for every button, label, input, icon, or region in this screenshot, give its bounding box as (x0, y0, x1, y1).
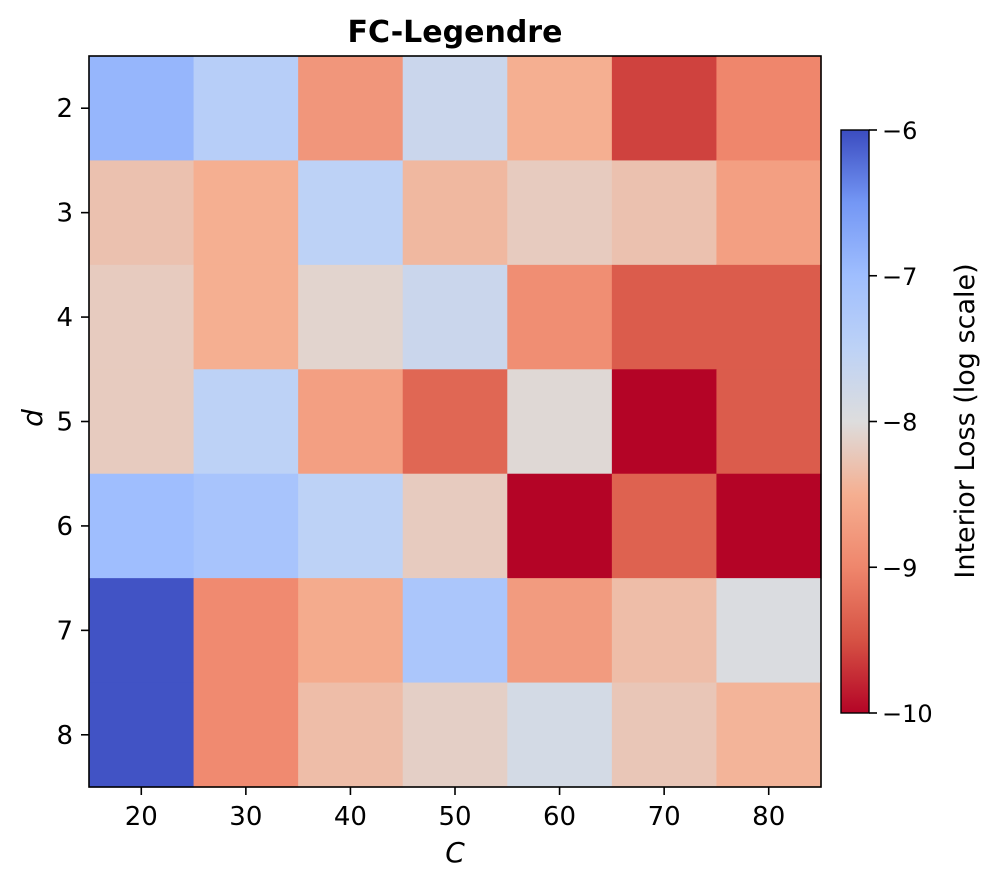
heatmap-cell (716, 682, 822, 788)
heatmap-cell (298, 160, 404, 266)
heatmap-cell (716, 264, 822, 370)
heatmap-cell (507, 682, 613, 788)
y-axis-label: d (16, 409, 49, 427)
heatmap-cell (402, 56, 508, 162)
x-tick-label: 30 (229, 802, 262, 832)
x-tick-label: 80 (752, 802, 785, 832)
colorbar-tick-label: −6 (882, 117, 917, 145)
heatmap-cell (716, 473, 822, 579)
heatmap-cell (507, 264, 613, 370)
heatmap-cell (89, 578, 195, 684)
heatmap-cell (89, 369, 195, 475)
heatmap-cell (89, 473, 195, 579)
x-axis-ticks: 20 30 40 50 60 70 80 (125, 787, 785, 832)
x-tick-label: 40 (334, 802, 367, 832)
heatmap-cell (193, 369, 299, 475)
y-tick-label: 4 (56, 303, 73, 333)
y-tick-label: 7 (56, 616, 73, 646)
heatmap-cell (402, 578, 508, 684)
heatmap-cell (716, 56, 822, 162)
heatmap-cell (611, 682, 718, 788)
y-tick-label: 8 (56, 721, 73, 751)
heatmap-cell (193, 473, 299, 579)
y-tick-label: 5 (56, 408, 73, 438)
heatmap-cell (611, 369, 718, 475)
heatmap-cell (193, 578, 299, 684)
heatmap-cell (298, 56, 404, 162)
heatmap-cell (89, 264, 195, 370)
heatmap-cell (402, 369, 508, 475)
heatmap-cell (507, 369, 613, 475)
colorbar-tick-label: −9 (882, 554, 917, 582)
heatmap-cell (611, 160, 718, 266)
y-tick-label: 3 (56, 199, 73, 229)
heatmap-cells (89, 56, 822, 788)
y-tick-label: 6 (56, 512, 73, 542)
colorbar-label: Interior Loss (log scale) (950, 263, 981, 578)
heatmap-cell (298, 264, 404, 370)
colorbar-tick-label: −7 (882, 263, 917, 291)
heatmap-cell (507, 56, 613, 162)
heatmap-cell (89, 160, 195, 266)
x-tick-label: 60 (543, 802, 576, 832)
heatmap-cell (402, 473, 508, 579)
heatmap-cell (193, 264, 299, 370)
heatmap-cell (611, 473, 718, 579)
x-tick-label: 70 (648, 802, 681, 832)
heatmap-cell (716, 369, 822, 475)
heatmap-cell (298, 369, 404, 475)
heatmap-cell (298, 682, 404, 788)
heatmap-cell (402, 160, 508, 266)
heatmap-cell (402, 682, 508, 788)
x-axis-label: C (445, 836, 465, 869)
colorbar-tick-label: −10 (882, 700, 933, 728)
chart-title: FC-Legendre (348, 15, 563, 50)
heatmap-cell (611, 578, 718, 684)
x-tick-label: 50 (438, 802, 471, 832)
heatmap-cell (716, 160, 822, 266)
heatmap-cell (89, 682, 195, 788)
heatmap-cell (507, 578, 613, 684)
colorbar (840, 129, 870, 714)
heatmap-cell (193, 682, 299, 788)
heatmap-cell (298, 473, 404, 579)
y-axis-ticks: 2 3 4 5 6 7 8 (56, 94, 89, 751)
heatmap-cell (402, 264, 508, 370)
heatmap-cell (507, 473, 613, 579)
heatmap-cell (716, 578, 822, 684)
x-tick-label: 20 (125, 802, 158, 832)
heatmap-cell (611, 56, 718, 162)
y-tick-label: 2 (56, 94, 73, 124)
heatmap-cell (507, 160, 613, 266)
heatmap-cell (193, 56, 299, 162)
heatmap-cell (193, 160, 299, 266)
colorbar-tick-label: −8 (882, 409, 917, 437)
heatmap-cell (89, 56, 195, 162)
heatmap-cell (611, 264, 718, 370)
heatmap-cell (298, 578, 404, 684)
colorbar-ticks: −6 −7 −8 −9 −10 (869, 117, 933, 728)
